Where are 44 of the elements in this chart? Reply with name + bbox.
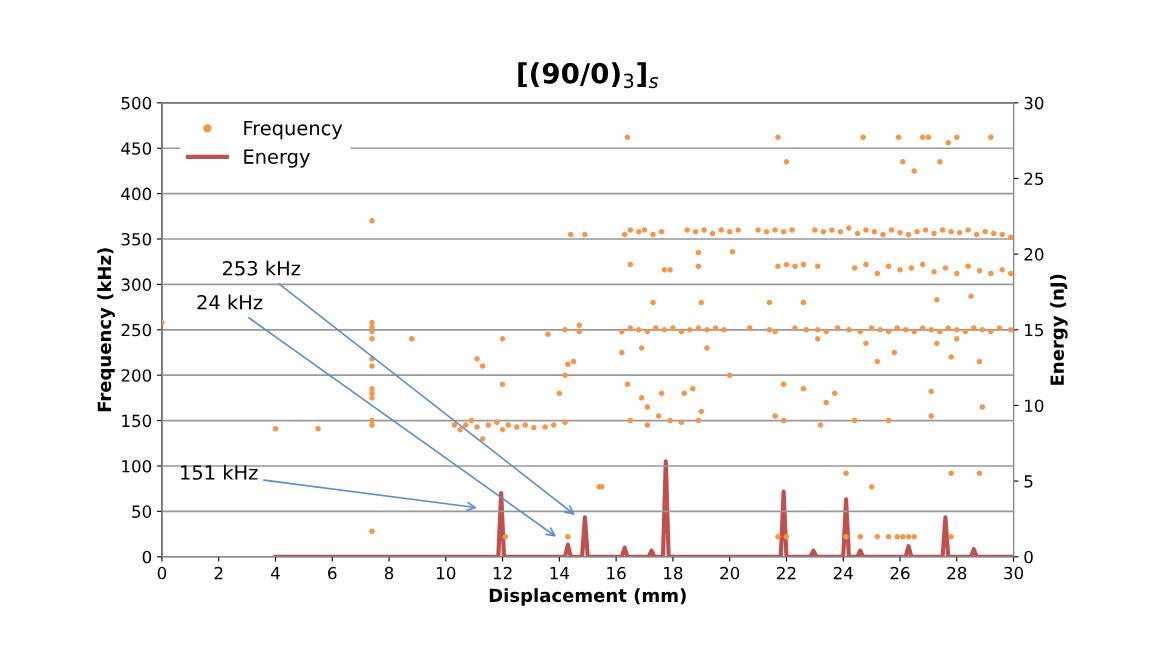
y-tick-label: 200 (121, 369, 152, 382)
line-series (273, 459, 1014, 557)
annotation: 24 kHz (197, 294, 263, 310)
chart-title: [(90/0)$_{3}$]$_{s}$ (518, 62, 659, 89)
legend-label: Energy (244, 149, 310, 168)
y-tick-label: 50 (132, 505, 152, 518)
y2-tick-label: 5 (1024, 475, 1033, 488)
y-tick-label: 150 (122, 414, 152, 428)
y2-tick-label: 25 (1024, 172, 1044, 186)
x-tick-label: 16 (607, 566, 626, 580)
x-tick-label: 10 (437, 566, 456, 580)
y2-tick-label: 10 (1025, 399, 1044, 413)
y-tick-label: 500 (121, 96, 152, 110)
y-tick-label: 300 (121, 278, 152, 291)
x-tick-label: 4 (271, 566, 280, 580)
x-tick-label: 24 (833, 566, 853, 580)
x-tick-label: 28 (947, 566, 967, 580)
x-tick-label: 26 (890, 566, 910, 580)
y2-tick-label: 20 (1024, 248, 1044, 261)
y-axis-title: Frequency (kHz) (97, 248, 115, 412)
x-tick-label: 6 (328, 566, 337, 580)
x-tick-label: 18 (664, 566, 683, 580)
annotation: 253 kHz (222, 260, 301, 276)
x-axis-title: Displacement (mm) (489, 588, 686, 606)
y2-tick-label: 15 (1025, 323, 1044, 337)
x-tick-label: 30 (1004, 566, 1024, 580)
y-tick-label: 100 (122, 459, 152, 473)
x-tick-label: 20 (720, 566, 740, 580)
y-tick-label: 350 (121, 232, 152, 246)
x-tick-label: 22 (777, 566, 796, 580)
y-tick-label: 250 (121, 323, 152, 337)
y2-tick-label: 0 (1024, 550, 1033, 564)
annotation: 151 kHz (181, 464, 258, 480)
y-tick-label: 0 (142, 550, 152, 564)
legend-label: Frequency (244, 120, 343, 140)
x-tick-label: 8 (384, 566, 394, 580)
y2-axis-title: Energy (nJ) (1050, 274, 1068, 385)
y2-tick-label: 30 (1024, 96, 1044, 110)
x-tick-label: 0 (157, 566, 167, 580)
x-tick-label: 14 (550, 566, 570, 580)
y-tick-label: 450 (121, 142, 152, 155)
x-tick-label: 12 (493, 566, 512, 580)
y-tick-label: 400 (121, 187, 152, 201)
x-tick-label: 2 (214, 566, 223, 580)
